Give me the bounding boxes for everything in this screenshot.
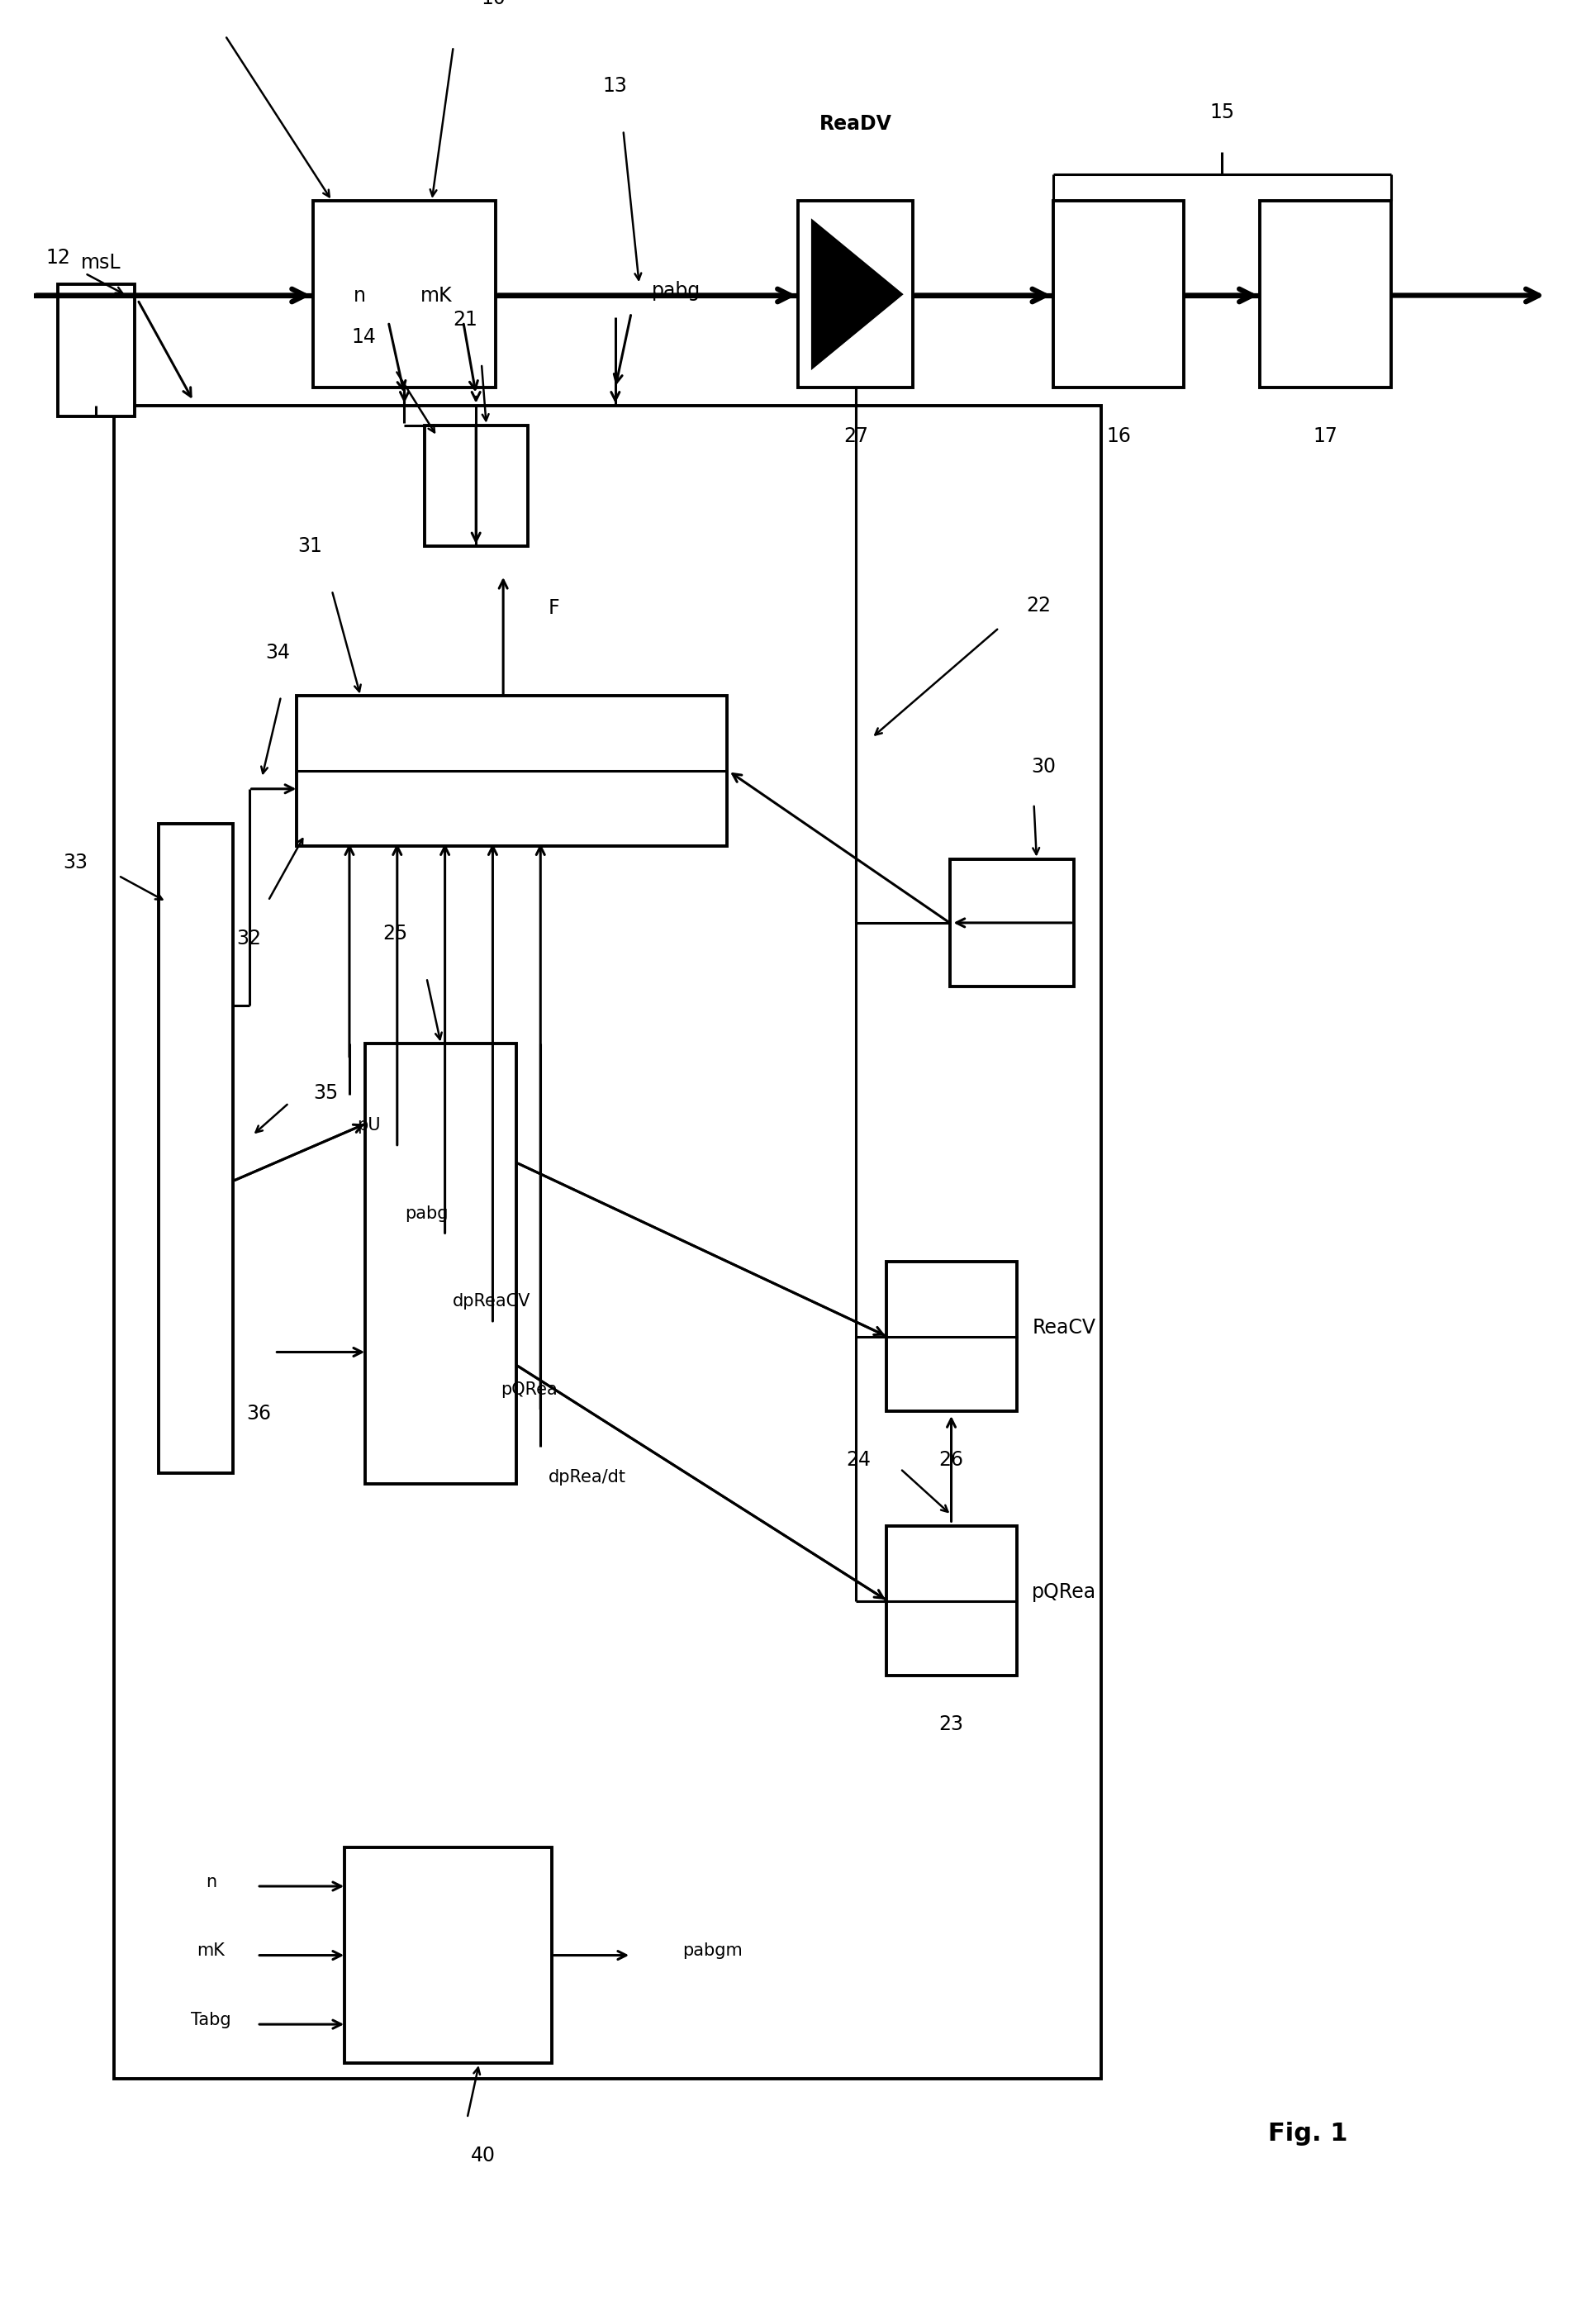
Text: 13: 13 bbox=[603, 76, 627, 97]
Text: pabgm: pabgm bbox=[681, 1942, 742, 1958]
Bar bbox=[365, 1045, 517, 1484]
Bar bbox=[313, 200, 496, 389]
Text: dpReaCV: dpReaCV bbox=[453, 1293, 530, 1309]
Text: pabg: pabg bbox=[405, 1206, 448, 1222]
Text: 17: 17 bbox=[1312, 426, 1337, 446]
Text: 21: 21 bbox=[453, 311, 477, 329]
Text: 35: 35 bbox=[313, 1084, 338, 1102]
Text: 30: 30 bbox=[1031, 757, 1055, 775]
Text: n: n bbox=[206, 1873, 215, 1889]
Text: 24: 24 bbox=[846, 1450, 871, 1470]
Text: 14: 14 bbox=[351, 327, 377, 347]
Text: pQRea: pQRea bbox=[1031, 1583, 1096, 1601]
Text: Fig. 1: Fig. 1 bbox=[1267, 2122, 1347, 2145]
Bar bbox=[950, 858, 1074, 987]
Text: Tabg: Tabg bbox=[190, 2011, 231, 2027]
Text: 36: 36 bbox=[246, 1404, 271, 1424]
Bar bbox=[886, 1261, 1017, 1411]
Polygon shape bbox=[811, 219, 903, 370]
Bar bbox=[886, 1526, 1017, 1675]
Bar bbox=[1259, 200, 1390, 389]
Bar bbox=[158, 824, 233, 1473]
Text: 23: 23 bbox=[938, 1714, 962, 1735]
Bar bbox=[57, 285, 134, 416]
Text: 40: 40 bbox=[471, 2147, 495, 2165]
Text: 31: 31 bbox=[297, 536, 322, 557]
Text: pU: pU bbox=[358, 1116, 381, 1134]
Text: 34: 34 bbox=[265, 642, 290, 663]
Text: 10: 10 bbox=[480, 0, 506, 9]
Text: 32: 32 bbox=[236, 927, 262, 948]
Text: 12: 12 bbox=[46, 249, 70, 267]
Bar bbox=[1053, 200, 1183, 389]
Text: 22: 22 bbox=[1026, 596, 1050, 617]
Text: pQRea: pQRea bbox=[501, 1381, 557, 1397]
Bar bbox=[297, 695, 726, 847]
Text: 33: 33 bbox=[64, 854, 88, 872]
Text: 26: 26 bbox=[938, 1450, 962, 1470]
Text: 27: 27 bbox=[843, 426, 868, 446]
Text: pabg: pabg bbox=[651, 281, 701, 301]
Text: ReaDV: ReaDV bbox=[819, 113, 892, 133]
Text: msL: msL bbox=[81, 253, 121, 272]
Text: ReaCV: ReaCV bbox=[1033, 1318, 1095, 1337]
Text: mK: mK bbox=[196, 1942, 225, 1958]
Text: dpRea/dt: dpRea/dt bbox=[547, 1470, 626, 1486]
Bar bbox=[113, 405, 1100, 2078]
Bar bbox=[425, 426, 527, 545]
Text: 25: 25 bbox=[383, 925, 409, 943]
Text: n: n bbox=[353, 285, 365, 306]
Bar bbox=[798, 200, 913, 389]
Text: F: F bbox=[549, 598, 560, 619]
Bar bbox=[345, 1848, 551, 2064]
Text: 16: 16 bbox=[1106, 426, 1130, 446]
Text: 15: 15 bbox=[1208, 104, 1234, 122]
Text: mK: mK bbox=[420, 285, 452, 306]
